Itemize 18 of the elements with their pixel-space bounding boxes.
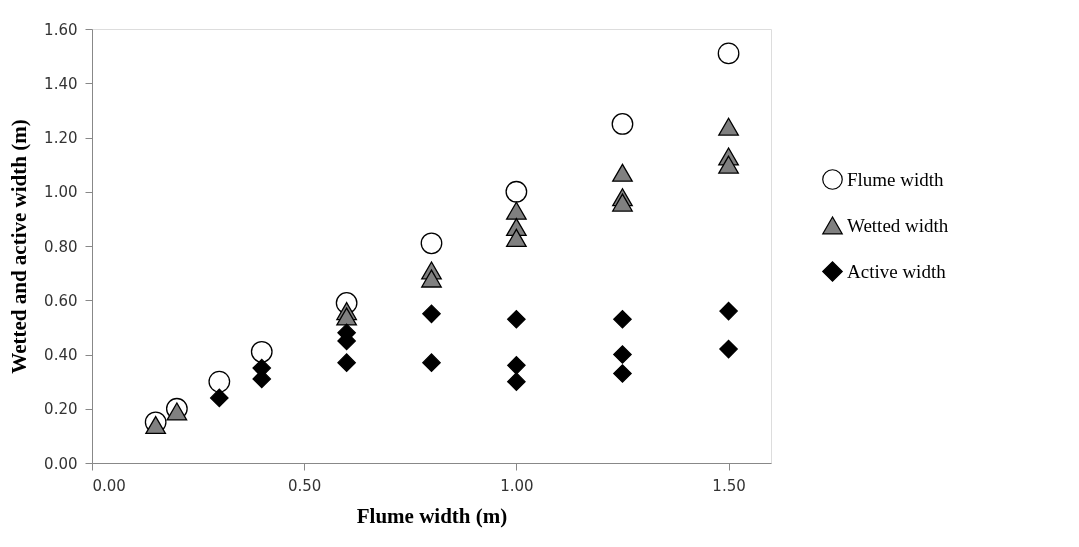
y-tick-label: 0.20 xyxy=(44,400,78,419)
legend-label: Flume width xyxy=(847,168,945,190)
x-axis-title: Flume width (m) xyxy=(356,503,508,528)
x-tick-label: 1.50 xyxy=(712,476,746,495)
y-tick-label: 0.40 xyxy=(44,346,78,364)
x-tick-label: 0.50 xyxy=(287,476,322,495)
y-tick-label: 0.00 xyxy=(44,454,78,473)
x-tick-label: 0.00 xyxy=(92,476,126,495)
x-tick-label: 1.00 xyxy=(500,476,534,495)
y-tick-label: 1.00 xyxy=(44,183,78,202)
y-tick-label: 0.80 xyxy=(44,237,78,256)
legend-label: Active width xyxy=(847,260,947,282)
legend-label: Wetted width xyxy=(847,214,949,236)
y-tick-label: 1.60 xyxy=(44,20,78,39)
y-axis-title: Wetted and active width (m) xyxy=(7,119,32,374)
y-tick-label: 1.40 xyxy=(44,74,78,93)
y-tick-label: 0.60 xyxy=(44,291,78,310)
y-tick-label: 1.20 xyxy=(44,129,78,147)
